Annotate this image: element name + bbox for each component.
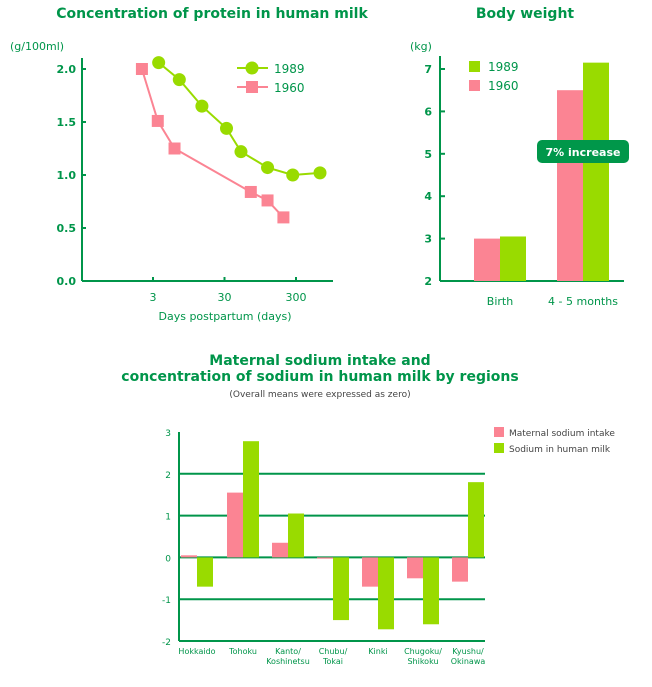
- bar-1989: [500, 236, 526, 281]
- chart-title-line2: concentration of sodium in human milk by…: [121, 369, 518, 385]
- y-tick-label: 4: [424, 190, 432, 203]
- bar-maternal-sodium: [227, 492, 243, 558]
- bar-milk-sodium: [468, 482, 484, 558]
- data-point-1989: [220, 121, 234, 135]
- data-point-1989: [313, 166, 327, 180]
- bar-milk-sodium: [243, 441, 259, 558]
- x-tick-label: 30: [218, 291, 232, 304]
- bar-maternal-sodium: [272, 542, 288, 558]
- legend-label: Maternal sodium intake: [509, 429, 615, 439]
- bar-1989: [583, 62, 609, 281]
- bar-maternal-sodium: [452, 557, 468, 582]
- x-tick-label: Chubu/: [319, 647, 348, 656]
- data-point-1989: [195, 99, 209, 113]
- y-axis-label: (kg): [410, 40, 432, 53]
- bar-milk-sodium: [197, 557, 213, 587]
- x-tick-label: Birth: [487, 295, 513, 308]
- y-tick-label: 3: [165, 429, 171, 439]
- x-tick-label: Koshinetsu: [266, 657, 310, 666]
- legend-label-1989: 1989: [488, 60, 519, 74]
- x-tick-label: Kinki: [368, 647, 387, 656]
- bar-maternal-sodium: [181, 555, 197, 558]
- y-tick-label: 7: [424, 63, 432, 76]
- y-tick-label: 6: [424, 105, 432, 118]
- y-tick-label: 2.0: [57, 63, 77, 76]
- chart-subtitle: (Overall means were expressed as zero): [229, 390, 410, 400]
- bar-1960: [474, 238, 500, 281]
- chart-title: Concentration of protein in human milk: [56, 6, 368, 22]
- data-point-1960: [244, 185, 257, 198]
- data-point-1960: [261, 194, 274, 207]
- bar-maternal-sodium: [407, 557, 423, 579]
- bar-maternal-sodium: [362, 557, 378, 587]
- x-tick-label: Shikoku: [407, 657, 438, 666]
- y-tick-label: 3: [424, 233, 432, 246]
- chart-title: Body weight: [476, 6, 575, 22]
- data-point-1989: [172, 73, 186, 87]
- x-tick-label: Kanto/: [275, 647, 301, 656]
- y-tick-label: 0: [165, 554, 171, 564]
- x-axis-label: Days postpartum (days): [159, 310, 292, 323]
- legend-label: Sodium in human milk: [509, 445, 611, 455]
- data-point-1989: [234, 145, 248, 159]
- legend-label-1989: 1989: [274, 62, 305, 76]
- data-point-1989: [286, 168, 300, 182]
- y-tick-label: 1: [165, 513, 171, 523]
- annotation-badge: [537, 140, 629, 163]
- y-tick-label: 0.0: [57, 275, 77, 288]
- x-tick-label: Chugoku/: [404, 647, 442, 656]
- y-tick-label: 0.5: [57, 222, 77, 235]
- bar-milk-sodium: [423, 557, 439, 625]
- x-tick-label: Kyushu/: [452, 647, 484, 656]
- legend-label-1960: 1960: [488, 79, 519, 93]
- data-point-1960: [277, 211, 290, 224]
- bar-milk-sodium: [333, 557, 349, 621]
- legend-swatch-1989: [469, 61, 480, 72]
- data-point-1960: [151, 114, 164, 127]
- y-axis-label: (g/100ml): [10, 40, 64, 53]
- x-tick-label: Tohoku: [228, 647, 257, 656]
- y-tick-label: 1.5: [57, 116, 77, 129]
- bar-1960: [557, 90, 583, 281]
- x-tick-label: 300: [286, 291, 307, 304]
- y-tick-label: 1.0: [57, 169, 77, 182]
- y-tick-label: -1: [162, 596, 171, 606]
- legend-label-1960: 1960: [274, 81, 305, 95]
- legend-swatch: [494, 443, 504, 453]
- legend-marker-1989: [245, 61, 259, 75]
- y-tick-label: 2: [165, 471, 171, 481]
- annotation-text: 7% increase: [546, 146, 621, 159]
- y-tick-label: -2: [162, 638, 171, 648]
- bar-milk-sodium: [378, 557, 394, 630]
- x-tick-label: 4 - 5 months: [548, 295, 618, 308]
- data-point-1989: [261, 161, 275, 175]
- y-tick-label: 5: [424, 148, 432, 161]
- legend-swatch-1960: [469, 80, 480, 91]
- bar-milk-sodium: [288, 513, 304, 558]
- data-point-1989: [152, 56, 166, 70]
- legend-swatch: [494, 427, 504, 437]
- x-tick-label: Hokkaido: [178, 647, 215, 656]
- x-tick-label: Tokai: [322, 657, 343, 666]
- chart-title-line1: Maternal sodium intake and: [209, 353, 430, 369]
- x-tick-label: 3: [150, 291, 157, 304]
- y-tick-label: 2: [424, 275, 432, 288]
- data-point-1960: [135, 63, 148, 75]
- bar-maternal-sodium: [317, 557, 333, 559]
- legend-marker-1960: [246, 81, 258, 93]
- data-point-1960: [168, 142, 181, 155]
- x-tick-label: Okinawa: [451, 657, 486, 666]
